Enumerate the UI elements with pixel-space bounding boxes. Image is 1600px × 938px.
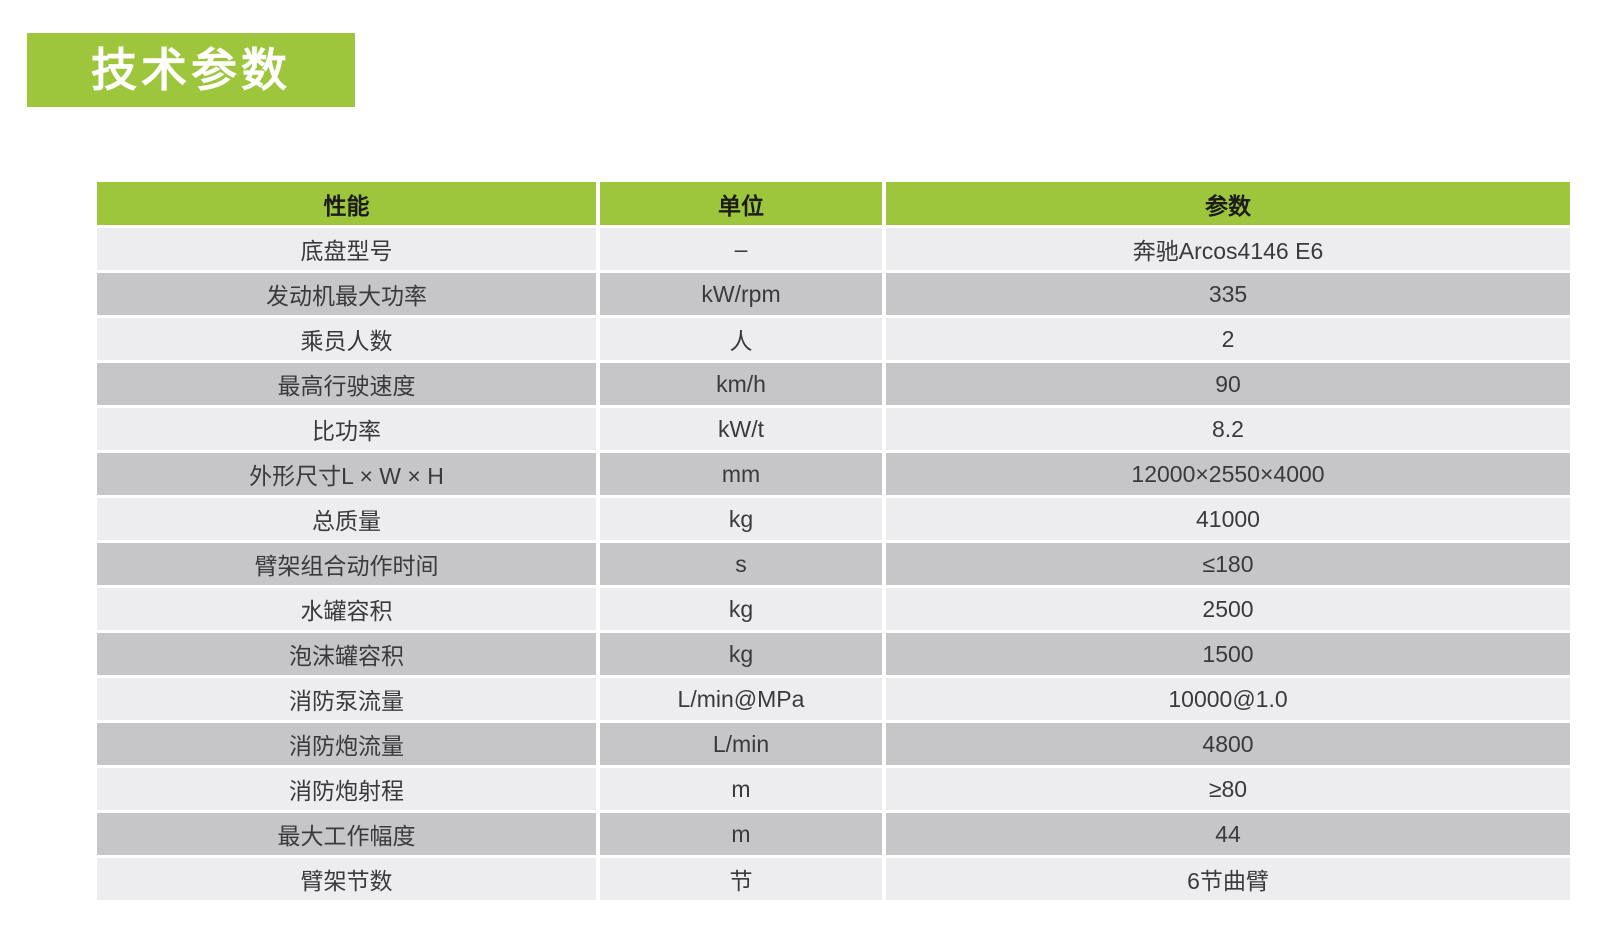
- property-cell: 水罐容积: [97, 588, 596, 630]
- unit-cell: 人: [600, 318, 882, 360]
- table-row: 总质量 kg 41000: [97, 498, 1570, 540]
- unit-cell: L/min@MPa: [600, 678, 882, 720]
- header-unit: 单位: [600, 182, 882, 225]
- table-row: 底盘型号 – 奔驰Arcos4146 E6: [97, 228, 1570, 270]
- value-cell: 6节曲臂: [886, 858, 1570, 900]
- value-cell: 335: [886, 273, 1570, 315]
- value-cell: 8.2: [886, 408, 1570, 450]
- table-row: 最高行驶速度 km/h 90: [97, 363, 1570, 405]
- value-cell: 奔驰Arcos4146 E6: [886, 228, 1570, 270]
- table-header-row: 性能 单位 参数: [97, 182, 1570, 225]
- value-cell: 4800: [886, 723, 1570, 765]
- value-cell: 90: [886, 363, 1570, 405]
- value-cell: ≤180: [886, 543, 1570, 585]
- section-title-badge: 技术参数: [27, 33, 355, 107]
- property-cell: 消防炮射程: [97, 768, 596, 810]
- property-cell: 比功率: [97, 408, 596, 450]
- table-row: 臂架组合动作时间 s ≤180: [97, 543, 1570, 585]
- table-row: 消防炮射程 m ≥80: [97, 768, 1570, 810]
- table-row: 比功率 kW/t 8.2: [97, 408, 1570, 450]
- property-cell: 发动机最大功率: [97, 273, 596, 315]
- value-cell: 1500: [886, 633, 1570, 675]
- table-row: 臂架节数节 6节曲臂: [97, 858, 1570, 900]
- property-cell: 臂架组合动作时间: [97, 543, 596, 585]
- unit-cell: m: [600, 768, 882, 810]
- property-cell: 泡沫罐容积: [97, 633, 596, 675]
- table-row: 水罐容积 kg 2500: [97, 588, 1570, 630]
- value-cell: 2500: [886, 588, 1570, 630]
- unit-cell: kg: [600, 633, 882, 675]
- value-cell: 44: [886, 813, 1570, 855]
- table-body: 底盘型号 – 奔驰Arcos4146 E6 发动机最大功率 kW/rpm 335 乘员人数人…: [97, 228, 1570, 900]
- unit-cell: kW/rpm: [600, 273, 882, 315]
- unit-cell: L/min: [600, 723, 882, 765]
- property-cell: 外形尺寸L × W × H: [97, 453, 596, 495]
- table-row: 最大工作幅度 m 44: [97, 813, 1570, 855]
- value-cell: 10000@1.0: [886, 678, 1570, 720]
- unit-cell: kW/t: [600, 408, 882, 450]
- property-cell: 消防炮流量: [97, 723, 596, 765]
- property-cell: 总质量: [97, 498, 596, 540]
- table-row: 消防炮流量 L/min 4800: [97, 723, 1570, 765]
- unit-cell: –: [600, 228, 882, 270]
- value-cell: ≥80: [886, 768, 1570, 810]
- unit-cell: kg: [600, 498, 882, 540]
- value-cell: 12000×2550×4000: [886, 453, 1570, 495]
- property-cell: 臂架节数: [97, 858, 596, 900]
- value-cell: 2: [886, 318, 1570, 360]
- unit-cell: s: [600, 543, 882, 585]
- header-value: 参数: [886, 182, 1570, 225]
- property-cell: 最大工作幅度: [97, 813, 596, 855]
- unit-cell: kg: [600, 588, 882, 630]
- unit-cell: 节: [600, 858, 882, 900]
- property-cell: 底盘型号: [97, 228, 596, 270]
- unit-cell: km/h: [600, 363, 882, 405]
- unit-cell: mm: [600, 453, 882, 495]
- property-cell: 消防泵流量: [97, 678, 596, 720]
- header-property: 性能: [97, 182, 596, 225]
- value-cell: 41000: [886, 498, 1570, 540]
- table-row: 发动机最大功率 kW/rpm 335: [97, 273, 1570, 315]
- table-row: 乘员人数人 2: [97, 318, 1570, 360]
- spec-table: 性能 单位 参数 底盘型号 – 奔驰Arcos4146 E6 发动机最大功率 kW/rp…: [97, 182, 1570, 903]
- property-cell: 最高行驶速度: [97, 363, 596, 405]
- table-row: 消防泵流量 L/min@MPa 10000@1.0: [97, 678, 1570, 720]
- section-title: 技术参数: [91, 44, 291, 96]
- unit-cell: m: [600, 813, 882, 855]
- table-row: 泡沫罐容积 kg 1500: [97, 633, 1570, 675]
- property-cell: 乘员人数: [97, 318, 596, 360]
